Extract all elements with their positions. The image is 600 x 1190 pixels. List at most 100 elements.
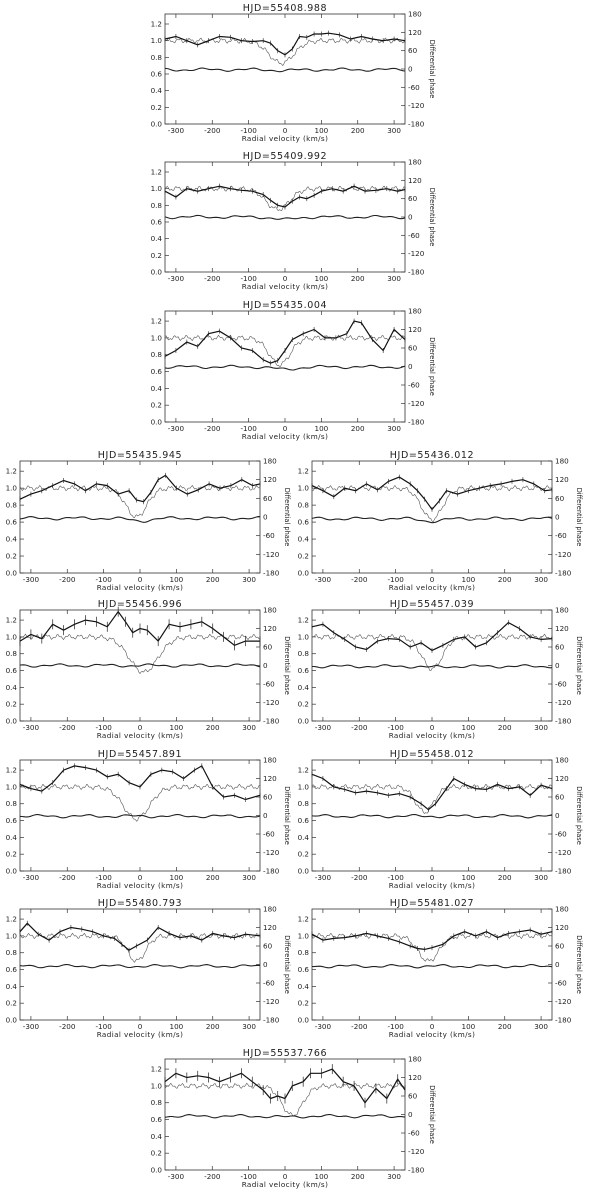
y-tick-label: 0.2 bbox=[6, 552, 17, 561]
y2-tick-label: 120 bbox=[555, 923, 569, 932]
y2-tick-label: -180 bbox=[555, 867, 572, 876]
x-tick-label: 0 bbox=[138, 575, 143, 584]
x-tick-label: -300 bbox=[315, 873, 332, 882]
y2-tick-label: 0 bbox=[263, 513, 268, 522]
y-tick-label: 0.2 bbox=[298, 999, 309, 1008]
y2-tick-label: 60 bbox=[408, 1092, 418, 1101]
x-tick-label: 100 bbox=[462, 575, 476, 584]
y-tick-label: 1.2 bbox=[151, 20, 162, 29]
y-tick-label: 0.4 bbox=[298, 683, 310, 692]
y-tick-label: 0.2 bbox=[151, 103, 162, 112]
y2-tick-label: -60 bbox=[408, 83, 420, 92]
y2-axis-label: Differential phase bbox=[428, 1085, 436, 1144]
x-tick-label: -200 bbox=[204, 424, 221, 433]
y2-tick-label: 60 bbox=[555, 643, 565, 652]
y-tick-label: 1.0 bbox=[6, 484, 18, 493]
differential-phase-line bbox=[19, 963, 261, 969]
x-tick-label: 0 bbox=[283, 1172, 288, 1181]
y-tick-label: 0.2 bbox=[298, 552, 309, 561]
y-tick-label: 0.6 bbox=[151, 218, 163, 227]
y-tick-label: 0.6 bbox=[6, 518, 18, 527]
plot-frame bbox=[164, 1058, 406, 1171]
y2-tick-label: -60 bbox=[263, 531, 275, 540]
x-tick-label: -300 bbox=[23, 575, 40, 584]
y2-tick-label: -60 bbox=[555, 830, 567, 839]
x-tick-label: 300 bbox=[242, 1022, 256, 1031]
differential-phase-line bbox=[164, 1113, 406, 1119]
y-tick-label: 0.6 bbox=[6, 965, 18, 974]
x-axis-label: Radial velocity (km/s) bbox=[242, 432, 329, 441]
y2-tick-label: -120 bbox=[263, 997, 280, 1006]
y2-tick-label: 180 bbox=[408, 158, 422, 167]
y2-tick-label: 60 bbox=[263, 643, 273, 652]
y-tick-label: 1.2 bbox=[6, 915, 17, 924]
y2-tick-label: -120 bbox=[263, 848, 280, 857]
x-tick-label: 0 bbox=[283, 424, 288, 433]
measured-profile-line bbox=[311, 621, 553, 652]
chart-panel: HJD=55457.039 -300 -200 -100 0 100 200 300 Radia… bbox=[298, 599, 583, 740]
x-tick-label: -300 bbox=[168, 1172, 185, 1181]
y-tick-label: 1.0 bbox=[151, 36, 163, 45]
x-axis-label: Radial velocity (km/s) bbox=[97, 881, 184, 890]
x-tick-label: 0 bbox=[138, 873, 143, 882]
differential-phase-line bbox=[312, 664, 553, 669]
x-tick-label: 200 bbox=[206, 873, 220, 882]
x-tick-label: 100 bbox=[170, 575, 184, 584]
y2-tick-label: 120 bbox=[555, 624, 569, 633]
y2-tick-label: 180 bbox=[263, 457, 277, 466]
y-tick-label: 1.2 bbox=[6, 616, 17, 625]
plot-frame bbox=[19, 908, 261, 1021]
y-tick-label: 0.8 bbox=[298, 799, 310, 808]
y2-tick-label: -180 bbox=[263, 717, 280, 726]
x-tick-label: 100 bbox=[315, 274, 329, 283]
y2-tick-label: -60 bbox=[408, 231, 420, 240]
y2-tick-label: -180 bbox=[263, 867, 280, 876]
y2-axis-label: Differential phase bbox=[575, 786, 583, 845]
x-tick-label: -200 bbox=[59, 873, 76, 882]
model-profile-line bbox=[19, 633, 261, 674]
x-tick-label: -100 bbox=[240, 126, 257, 135]
y2-tick-label: -180 bbox=[555, 569, 572, 578]
model-profile-line bbox=[164, 37, 406, 67]
x-tick-label: 100 bbox=[170, 873, 184, 882]
x-axis-label: Radial velocity (km/s) bbox=[97, 1030, 184, 1039]
y2-tick-label: 0 bbox=[408, 362, 413, 371]
x-tick-label: 0 bbox=[430, 873, 435, 882]
y2-tick-label: 60 bbox=[408, 344, 418, 353]
y2-tick-label: 60 bbox=[555, 793, 565, 802]
y2-tick-label: -120 bbox=[263, 550, 280, 559]
y2-axis-label: Differential phase bbox=[428, 337, 436, 396]
y-tick-label: 0.4 bbox=[151, 234, 163, 243]
x-tick-label: -100 bbox=[240, 424, 257, 433]
y2-tick-label: 60 bbox=[263, 494, 273, 503]
y2-tick-label: 0 bbox=[408, 1110, 413, 1119]
y-tick-label: 0.8 bbox=[151, 350, 163, 359]
x-tick-label: -200 bbox=[351, 873, 368, 882]
chart-panel: HJD=55409.992 -300 -200 -100 0 100 200 300 Radia… bbox=[151, 151, 436, 291]
y2-tick-label: -180 bbox=[408, 1166, 425, 1175]
x-tick-label: -100 bbox=[95, 575, 112, 584]
y2-tick-label: 180 bbox=[555, 905, 569, 914]
x-tick-label: -100 bbox=[95, 873, 112, 882]
chart-title: HJD=55436.012 bbox=[390, 450, 474, 461]
y2-tick-label: 120 bbox=[408, 325, 422, 334]
chart-panel: HJD=55435.004 -300 -200 -100 0 100 200 300 Radia… bbox=[151, 300, 436, 441]
y2-tick-label: 120 bbox=[408, 28, 422, 37]
y-tick-label: 1.2 bbox=[298, 915, 309, 924]
chart-title: HJD=55408.988 bbox=[243, 3, 327, 14]
model-profile-line bbox=[311, 783, 553, 814]
y2-tick-label: -120 bbox=[555, 848, 572, 857]
y-tick-label: 0.4 bbox=[151, 384, 163, 393]
y-tick-label: 0.4 bbox=[298, 982, 310, 991]
y-tick-label: 1.0 bbox=[6, 931, 18, 940]
y2-tick-label: 180 bbox=[555, 457, 569, 466]
y2-tick-label: 60 bbox=[263, 942, 273, 951]
chart-title: HJD=55458.012 bbox=[390, 749, 474, 760]
y-tick-label: 1.0 bbox=[6, 782, 18, 791]
x-tick-label: -100 bbox=[387, 1022, 404, 1031]
x-tick-label: 300 bbox=[534, 723, 548, 732]
x-tick-label: 0 bbox=[430, 575, 435, 584]
y-tick-label: 1.0 bbox=[151, 184, 163, 193]
y2-tick-label: -120 bbox=[555, 997, 572, 1006]
